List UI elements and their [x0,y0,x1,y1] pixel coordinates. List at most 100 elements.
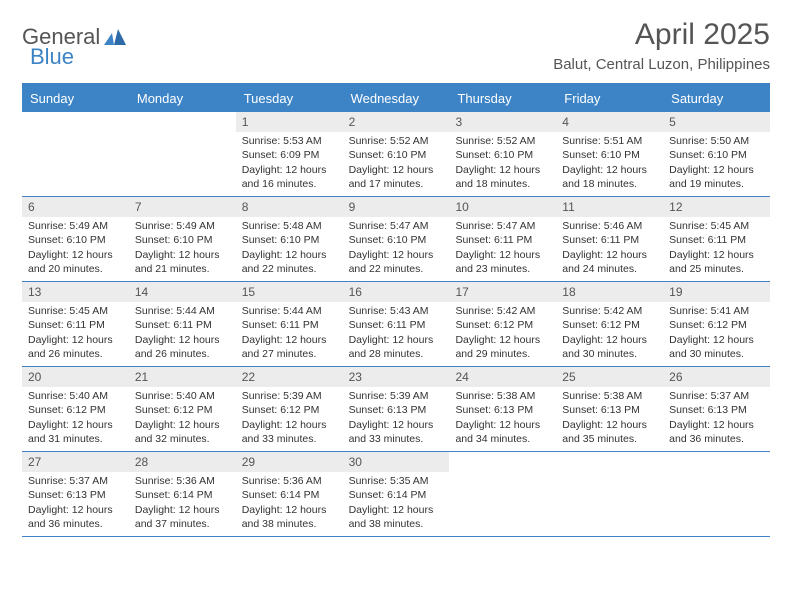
day-number: 3 [449,112,556,132]
calendar-cell: 25Sunrise: 5:38 AMSunset: 6:13 PMDayligh… [556,367,663,451]
sunrise-text: Sunrise: 5:40 AM [28,389,123,403]
calendar-cell: 8Sunrise: 5:48 AMSunset: 6:10 PMDaylight… [236,197,343,281]
calendar-cell: 14Sunrise: 5:44 AMSunset: 6:11 PMDayligh… [129,282,236,366]
calendar-cell: 30Sunrise: 5:35 AMSunset: 6:14 PMDayligh… [343,452,450,536]
daylight-text: Daylight: 12 hours and 36 minutes. [669,418,764,446]
sunset-text: Sunset: 6:10 PM [28,233,123,247]
calendar-cell: 17Sunrise: 5:42 AMSunset: 6:12 PMDayligh… [449,282,556,366]
cell-body: Sunrise: 5:51 AMSunset: 6:10 PMDaylight:… [556,134,663,195]
cell-body: Sunrise: 5:47 AMSunset: 6:11 PMDaylight:… [449,219,556,280]
weeks-container: 1 Sunrise: 5:53 AMSunset: 6:09 PM Daylight… [22,112,770,537]
sunset-text: Sunset: 6:12 PM [242,403,337,417]
cell-body [556,474,663,478]
sunrise-text: Sunrise: 5:51 AM [562,134,657,148]
day-number: 27 [22,452,129,472]
sunrise-text: Sunrise: 5:36 AM [135,474,230,488]
calendar-cell: 2Sunrise: 5:52 AMSunset: 6:10 PMDaylight… [343,112,450,196]
day-number: 29 [236,452,343,472]
day-header-saturday: Saturday [663,85,770,112]
sunrise-text: Sunrise: 5:38 AM [455,389,550,403]
calendar-cell: 13Sunrise: 5:45 AMSunset: 6:11 PMDayligh… [22,282,129,366]
calendar-cell: 9Sunrise: 5:47 AMSunset: 6:10 PMDaylight… [343,197,450,281]
calendar-cell: 22Sunrise: 5:39 AMSunset: 6:12 PMDayligh… [236,367,343,451]
sunset-text: Sunset: 6:12 PM [562,318,657,332]
calendar-cell: 29Sunrise: 5:36 AMSunset: 6:14 PMDayligh… [236,452,343,536]
cell-body: Sunrise: 5:44 AMSunset: 6:11 PMDaylight:… [129,304,236,365]
cell-body [663,474,770,478]
day-number: 1 [236,112,343,132]
sunrise-text: Sunrise: 5:39 AM [349,389,444,403]
day-number: 20 [22,367,129,387]
cell-body: Sunrise: 5:52 AMSunset: 6:10 PMDaylight:… [449,134,556,195]
cell-body: Sunrise: 5:38 AMSunset: 6:13 PMDaylight:… [449,389,556,450]
calendar-cell [556,452,663,536]
sunrise-text: Sunrise: 5:49 AM [135,219,230,233]
daylight-text: Daylight: 12 hours and 26 minutes. [135,333,230,361]
cell-body: Sunrise: 5:43 AMSunset: 6:11 PMDaylight:… [343,304,450,365]
daylight-text: Daylight: 12 hours and 32 minutes. [135,418,230,446]
day-header-friday: Friday [556,85,663,112]
calendar-cell: 11Sunrise: 5:46 AMSunset: 6:11 PMDayligh… [556,197,663,281]
day-number: 6 [22,197,129,217]
sunrise-text: Sunrise: 5:53 AM [242,134,337,148]
cell-body [449,474,556,478]
sunset-text: Sunset: 6:10 PM [242,233,337,247]
calendar-cell: 6Sunrise: 5:49 AMSunset: 6:10 PMDaylight… [22,197,129,281]
day-number: 17 [449,282,556,302]
cell-body: Sunrise: 5:39 AMSunset: 6:13 PMDaylight:… [343,389,450,450]
daylight-text: Daylight: 12 hours and 20 minutes. [28,248,123,276]
calendar-table: Sunday Monday Tuesday Wednesday Thursday… [22,83,770,537]
cell-body: Sunrise: 5:45 AMSunset: 6:11 PMDaylight:… [663,219,770,280]
day-number: 7 [129,197,236,217]
daylight-text: Daylight: 12 hours and 30 minutes. [562,333,657,361]
sunrise-text: Sunrise: 5:50 AM [669,134,764,148]
daylight-text: Daylight: 12 hours and 29 minutes. [455,333,550,361]
month-title: April 2025 [553,18,770,52]
title-block: April 2025 Balut, Central Luzon, Philipp… [553,18,770,73]
day-number: 14 [129,282,236,302]
cell-body: Sunrise: 5:38 AMSunset: 6:13 PMDaylight:… [556,389,663,450]
cell-body [22,134,129,138]
cell-body: Sunrise: 5:40 AMSunset: 6:12 PMDaylight:… [129,389,236,450]
day-number: 30 [343,452,450,472]
week-row: 27Sunrise: 5:37 AMSunset: 6:13 PMDayligh… [22,452,770,537]
cell-body: Sunrise: 5:35 AMSunset: 6:14 PMDaylight:… [343,474,450,535]
sunset-text: Sunset: 6:09 PM [242,148,337,162]
daylight-text: Daylight: 12 hours and 21 minutes. [135,248,230,276]
day-number: 24 [449,367,556,387]
day-number: 11 [556,197,663,217]
sunrise-text: Sunrise: 5:48 AM [242,219,337,233]
week-row: 20Sunrise: 5:40 AMSunset: 6:12 PMDayligh… [22,367,770,452]
calendar-cell: 12Sunrise: 5:45 AMSunset: 6:11 PMDayligh… [663,197,770,281]
daylight-text: Daylight: 12 hours and 33 minutes. [349,418,444,446]
cell-body: Sunrise: 5:48 AMSunset: 6:10 PMDaylight:… [236,219,343,280]
sunset-text: Sunset: 6:10 PM [349,148,444,162]
day-header-thursday: Thursday [449,85,556,112]
calendar-cell: 3Sunrise: 5:52 AMSunset: 6:10 PMDaylight… [449,112,556,196]
daylight-text: Daylight: 12 hours and 23 minutes. [455,248,550,276]
day-number: 22 [236,367,343,387]
sunrise-text: Sunrise: 5:45 AM [28,304,123,318]
calendar-cell: 21Sunrise: 5:40 AMSunset: 6:12 PMDayligh… [129,367,236,451]
sunset-text: Sunset: 6:14 PM [135,488,230,502]
calendar-cell [663,452,770,536]
calendar-cell: 5Sunrise: 5:50 AMSunset: 6:10 PMDaylight… [663,112,770,196]
sunset-text: Sunset: 6:10 PM [562,148,657,162]
sunset-text: Sunset: 6:11 PM [135,318,230,332]
daylight-text: Daylight: 12 hours and 22 minutes. [242,248,337,276]
day-number: 21 [129,367,236,387]
brand-part2: Blue [30,44,74,70]
sunrise-text: Sunrise: 5:37 AM [669,389,764,403]
calendar-cell: 16Sunrise: 5:43 AMSunset: 6:11 PMDayligh… [343,282,450,366]
cell-body: Sunrise: 5:42 AMSunset: 6:12 PMDaylight:… [556,304,663,365]
day-header-row: Sunday Monday Tuesday Wednesday Thursday… [22,85,770,112]
sunset-text: Sunset: 6:14 PM [242,488,337,502]
sunset-text: Sunset: 6:13 PM [455,403,550,417]
cell-body: Sunrise: 5:42 AMSunset: 6:12 PMDaylight:… [449,304,556,365]
sunset-text: Sunset: 6:13 PM [28,488,123,502]
sunrise-text: Sunrise: 5:36 AM [242,474,337,488]
sunset-text: Sunset: 6:11 PM [455,233,550,247]
day-number: 13 [22,282,129,302]
week-row: 6Sunrise: 5:49 AMSunset: 6:10 PMDaylight… [22,197,770,282]
sunset-text: Sunset: 6:12 PM [455,318,550,332]
